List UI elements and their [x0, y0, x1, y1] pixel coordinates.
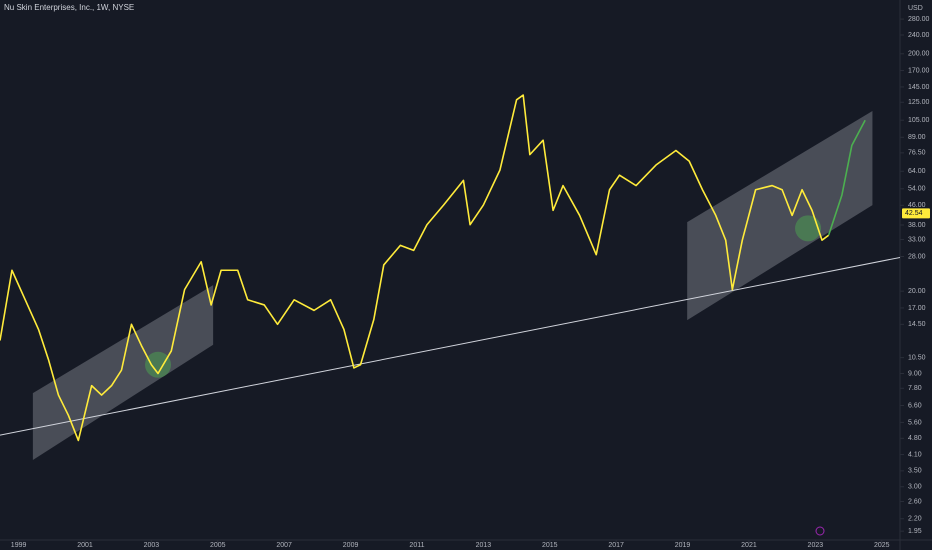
- y-tick-label: 1.95: [908, 528, 922, 535]
- x-tick-label: 2001: [77, 542, 93, 549]
- x-tick-label: 2017: [608, 542, 624, 549]
- event-icon[interactable]: [815, 526, 825, 536]
- y-tick-label: 89.00: [908, 134, 926, 141]
- x-tick-label: 2023: [808, 542, 824, 549]
- y-tick-label: 5.60: [908, 419, 922, 426]
- x-tick-label: 2019: [675, 542, 691, 549]
- y-tick-label: 105.00: [908, 117, 930, 124]
- x-tick-label: 2025: [874, 542, 890, 549]
- y-tick-label: 3.00: [908, 484, 922, 491]
- y-tick-label: 14.50: [908, 321, 926, 328]
- y-tick-label: 33.00: [908, 236, 926, 243]
- y-tick-label: 2.20: [908, 516, 922, 523]
- trendline: [0, 256, 900, 436]
- y-tick-label: 6.60: [908, 402, 922, 409]
- chart-title: Nu Skin Enterprises, Inc., 1W, NYSE: [4, 3, 134, 12]
- y-tick-label: 280.00: [908, 16, 930, 23]
- y-tick-label: 3.50: [908, 468, 922, 475]
- y-tick-label: 7.80: [908, 385, 922, 392]
- x-tick-label: 2007: [276, 542, 292, 549]
- y-tick-label: 46.00: [908, 202, 926, 209]
- y-tick-label: 145.00: [908, 84, 930, 91]
- y-tick-label: 125.00: [908, 99, 930, 106]
- price-line: [0, 94, 830, 442]
- y-tick-label: 4.10: [908, 451, 922, 458]
- x-tick-label: 2009: [343, 542, 359, 549]
- y-tick-label: 76.50: [908, 150, 926, 157]
- y-tick-label: 200.00: [908, 51, 930, 58]
- x-tick-label: 2013: [476, 542, 492, 549]
- y-tick-label: 10.50: [908, 354, 926, 361]
- last-price-box: [902, 208, 930, 219]
- y-tick-label: 38.00: [908, 222, 926, 229]
- y-tick-label: 170.00: [908, 67, 930, 74]
- y-tick-label: 54.00: [908, 186, 926, 193]
- channel: [32, 285, 214, 460]
- x-tick-label: 2005: [210, 542, 226, 549]
- highlight-marker: [795, 215, 822, 242]
- price-line: [827, 119, 866, 236]
- y-unit: USD: [908, 5, 923, 12]
- channel: [687, 111, 873, 321]
- highlight-marker: [145, 351, 172, 378]
- y-tick-label: 20.00: [908, 288, 926, 295]
- y-tick-label: 2.60: [908, 498, 922, 505]
- x-tick-label: 2015: [542, 542, 558, 549]
- y-tick-label: 17.00: [908, 305, 926, 312]
- plot-area: [0, 94, 900, 460]
- y-tick-label: 9.00: [908, 370, 922, 377]
- last-price-label: 42.54: [905, 210, 923, 217]
- x-tick-label: 2003: [144, 542, 160, 549]
- x-tick-label: 2011: [409, 542, 424, 549]
- x-tick-label: 1999: [11, 542, 27, 549]
- x-tick-label: 2021: [741, 542, 757, 549]
- y-tick-label: 240.00: [908, 32, 930, 39]
- y-tick-label: 4.80: [908, 435, 922, 442]
- y-tick-label: 64.00: [908, 168, 926, 175]
- y-tick-label: 28.00: [908, 253, 926, 260]
